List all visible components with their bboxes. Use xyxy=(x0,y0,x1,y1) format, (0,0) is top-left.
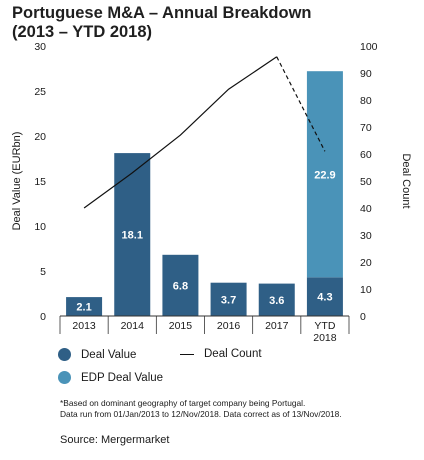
y2-tick-label: 50 xyxy=(360,176,372,188)
chart-area: 0 5 10 15 20 25 30 0 10 20 30 40 50 60 70 80 90 100 Deal V… xyxy=(11,41,412,344)
legend-item-deal-value: Deal Value xyxy=(58,348,136,361)
y-tick-label: 30 xyxy=(34,41,46,53)
y-tick-label: 20 xyxy=(34,131,46,143)
bar-deal-value xyxy=(114,153,151,316)
deal-count-line-ytd xyxy=(276,56,326,152)
chart-title: Portuguese M&A – Annual Breakdown (2013 … xyxy=(12,4,311,42)
y-axis-title: Deal Value (EURbn) xyxy=(11,132,23,231)
legend-label-deal-value: Deal Value xyxy=(81,348,137,361)
y2-tick-label: 70 xyxy=(360,122,372,134)
y-tick-label: 25 xyxy=(34,86,46,98)
legend-item-edp-deal-value: EDP Deal Value xyxy=(58,371,163,384)
y2-tick-label: 20 xyxy=(360,257,372,269)
legend-label-deal-count: Deal Count xyxy=(204,348,262,360)
y-tick-label: 0 xyxy=(40,311,46,323)
chart-title-line2: (2013 – YTD 2018) xyxy=(12,23,153,41)
bar-deal-value xyxy=(66,297,103,316)
legend-swatch-deal-count xyxy=(180,353,194,355)
bar-value-label: 4.3 xyxy=(317,292,332,304)
y2-tick-label: 10 xyxy=(360,284,372,296)
legend-swatch-deal-value xyxy=(58,348,71,361)
x-tick-label: 2013 xyxy=(72,320,96,332)
y2-tick-label: 30 xyxy=(360,230,372,242)
footnote: *Based on dominant geography of target c… xyxy=(60,398,342,420)
legend-item-deal-count: Deal Count xyxy=(180,348,262,360)
y2-tick-label: 100 xyxy=(360,41,378,53)
source-note: Source: Mergermarket xyxy=(60,434,170,446)
bar-edp-deal-value xyxy=(306,71,343,278)
y2-tick-label: 90 xyxy=(360,68,372,80)
deal-count-line xyxy=(83,56,278,209)
bar-value-label: 18.1 xyxy=(122,230,143,242)
x-tick-label: 2017 xyxy=(265,320,289,332)
x-tick-label: 2014 xyxy=(121,320,145,332)
legend-label-edp-deal-value: EDP Deal Value xyxy=(81,371,164,384)
x-tick-label: YTD 2018 xyxy=(313,320,337,344)
y2-axis-title: Deal Count xyxy=(400,153,412,208)
y-tick-label: 5 xyxy=(40,266,46,278)
edp-value-label: 22.9 xyxy=(314,169,335,181)
legend-swatch-edp-deal-value xyxy=(58,371,71,384)
bar-value-label: 3.6 xyxy=(269,295,284,307)
bar-value-label: 2.1 xyxy=(76,302,91,314)
y2-tick-label: 40 xyxy=(360,203,372,215)
bar-deal-value xyxy=(210,282,247,316)
bar-value-label: 6.8 xyxy=(173,280,188,292)
y2-tick-label: 0 xyxy=(360,311,366,323)
bar-deal-value xyxy=(162,254,199,316)
y2-tick-label: 80 xyxy=(360,95,372,107)
x-tick-label: 2016 xyxy=(217,320,241,332)
bar-value-label: 3.7 xyxy=(221,294,236,306)
x-tick-label: 2015 xyxy=(169,320,193,332)
y-tick-label: 15 xyxy=(34,176,46,188)
bar-deal-value xyxy=(306,277,343,316)
footnote-line1: *Based on dominant geography of target c… xyxy=(60,398,306,408)
chart-title-line1: Portuguese M&A – Annual Breakdown xyxy=(12,4,312,22)
y-tick-label: 10 xyxy=(34,221,46,233)
y2-tick-label: 60 xyxy=(360,149,372,161)
footnote-line2: Data run from 01/Jan/2013 to 12/Nov/2018… xyxy=(60,409,342,419)
bar-deal-value xyxy=(258,283,295,316)
